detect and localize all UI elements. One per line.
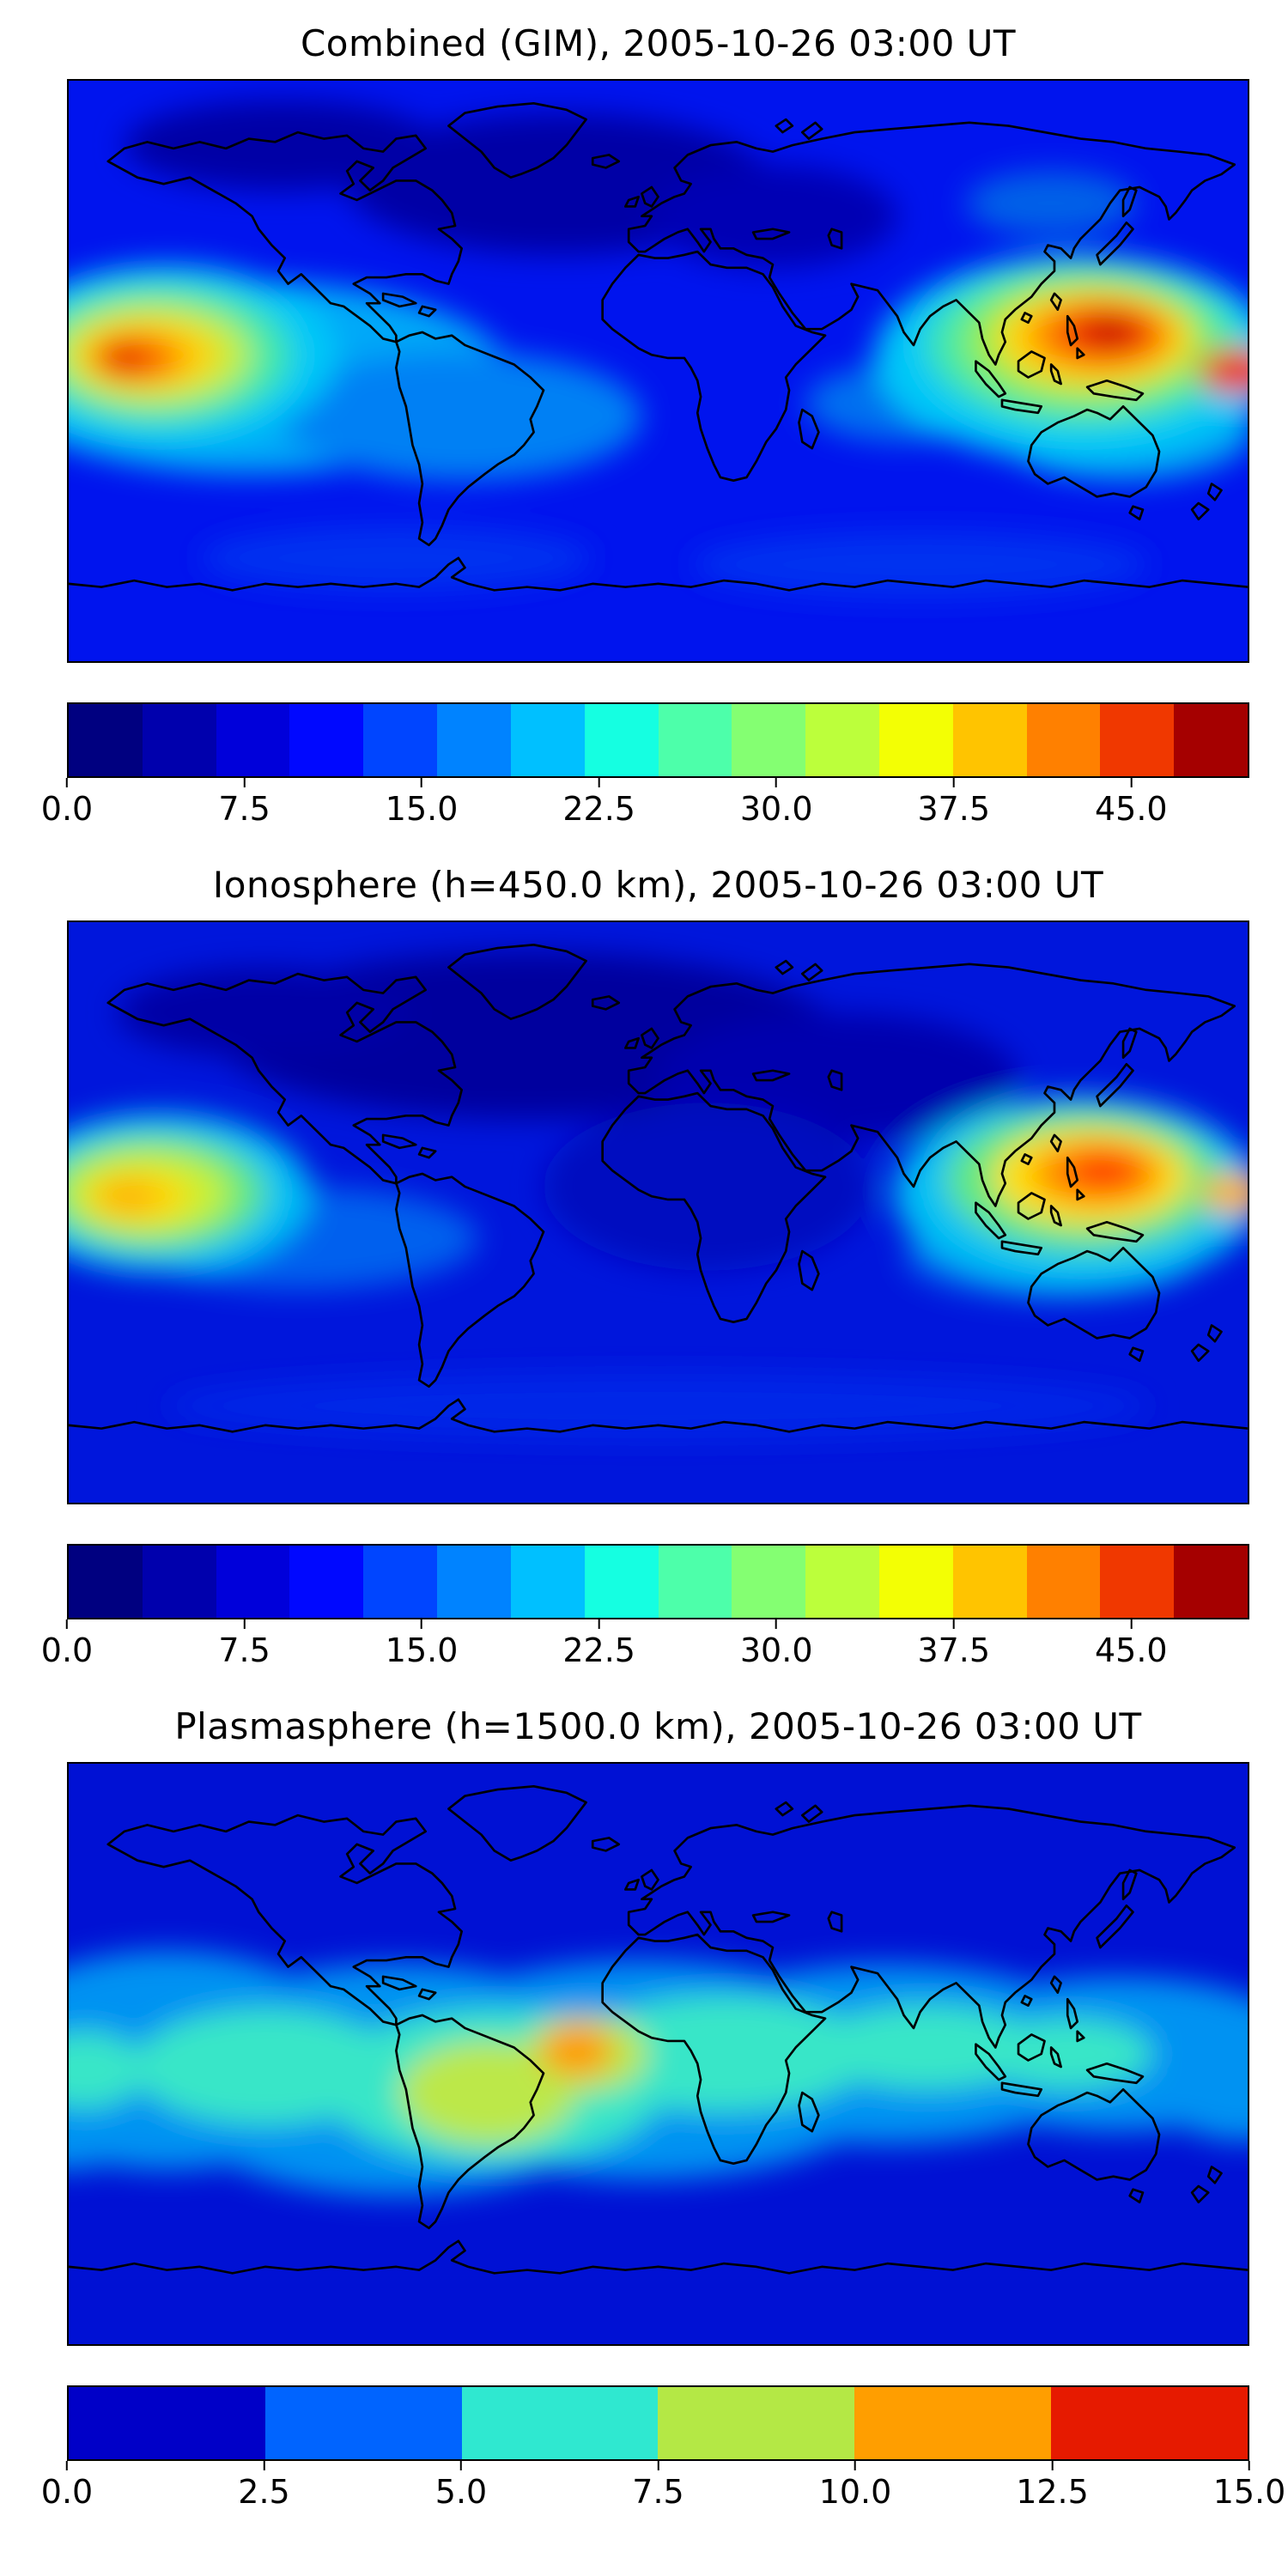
colorbar-segment [1051,2387,1248,2459]
colorbar-tick-label: 0.0 [40,1631,94,1669]
colorbar-tick-label: 30.0 [739,790,813,828]
colorbar-segment [658,2387,855,2459]
colorbar-segment [510,1546,585,1618]
colorbar-tick-label: 37.5 [917,790,991,828]
colorbar-segment [437,1546,511,1618]
colorbar-ionosphere-ticks: 0.0 7.5 15.0 22.5 30.0 37.5 45.0 [41,1619,1249,1671]
colorbar-segment [658,1546,732,1618]
colorbar-segment [952,704,1027,776]
colorbar-segment [363,704,438,776]
colorbar-tick-label: 12.5 [1016,2473,1089,2511]
map-ionosphere-frame [67,920,1249,1504]
colorbar-segment [658,704,732,776]
panel-plasmasphere: Plasmasphere (h=1500.0 km), 2005-10-26 0… [41,1705,1286,2512]
colorbar-plasmasphere-ticks: 0.0 2.5 5.0 7.5 10.0 12.5 15.0 [41,2461,1286,2512]
colorbar-combined-ticks: 0.0 7.5 15.0 22.5 30.0 37.5 45.0 [41,778,1249,829]
colorbar-segment [264,2387,462,2459]
colorbar-tick-label: 22.5 [562,790,635,828]
colorbar-tick-label: 15.0 [1212,2473,1286,2511]
colorbar-gradient [69,1546,1248,1618]
colorbar-segment [854,2387,1052,2459]
colorbar-tick-label: 30.0 [739,1631,813,1669]
colorbar-plasmasphere [67,2385,1249,2461]
colorbar-gradient [69,704,1248,776]
colorbar-segment [142,1546,216,1618]
colorbar-tick-label: 2.5 [238,2473,290,2511]
colorbar-segment [878,1546,953,1618]
colorbar-segment [584,704,659,776]
colorbar-segment [437,704,511,776]
colorbar-tick-label: 0.0 [40,790,94,828]
colorbar-tick-label: 10.0 [818,2473,892,2511]
colorbar-segment [805,1546,879,1618]
figure: Combined (GIM), 2005-10-26 03:00 UT [0,0,1288,2512]
colorbar-segment [1026,704,1101,776]
map-combined-frame [67,79,1249,663]
colorbar-tick-label: 7.5 [632,2473,684,2511]
colorbar-segment [216,704,290,776]
colorbar-tick-label: 22.5 [562,1631,635,1669]
colorbar-tick-label: 15.0 [385,790,459,828]
colorbar-segment [584,1546,659,1618]
colorbar-tick-label: 0.0 [40,2473,94,2511]
world-map-combined [69,81,1248,661]
tec-contour-field [69,100,1248,597]
colorbar-tick-label: 15.0 [385,1631,459,1669]
colorbar-segment [510,704,585,776]
colorbar-tick-label: 45.0 [1094,1631,1168,1669]
colorbar-segment [1100,704,1175,776]
colorbar-gradient [69,2387,1248,2459]
colorbar-tick-label: 45.0 [1094,790,1168,828]
colorbar-segment [289,1546,364,1618]
colorbar-tick-label: 7.5 [218,790,270,828]
panel-ionosphere: Ionosphere (h=450.0 km), 2005-10-26 03:0… [41,864,1249,1671]
colorbar-segment [1174,1546,1248,1618]
colorbar-segment [69,704,143,776]
panel-plasmasphere-title: Plasmasphere (h=1500.0 km), 2005-10-26 0… [174,1705,1142,1747]
world-map-plasmasphere [69,1764,1248,2344]
colorbar-segment [878,704,953,776]
colorbar-tick-label: 7.5 [218,1631,270,1669]
colorbar-segment [461,2387,659,2459]
panel-ionosphere-title: Ionosphere (h=450.0 km), 2005-10-26 03:0… [212,864,1104,906]
colorbar-segment [1100,1546,1175,1618]
world-map-ionosphere [69,922,1248,1503]
colorbar-segment [69,2387,265,2459]
colorbar-segment [805,704,879,776]
colorbar-segment [289,704,364,776]
colorbar-segment [952,1546,1027,1618]
colorbar-tick-label: 37.5 [917,1631,991,1669]
colorbar-segment [732,1546,806,1618]
colorbar-segment [1174,704,1248,776]
colorbar-combined [67,702,1249,778]
tec-contour-field [69,951,1248,1438]
colorbar-segment [1026,1546,1101,1618]
colorbar-segment [216,1546,290,1618]
colorbar-segment [69,1546,143,1618]
colorbar-segment [363,1546,438,1618]
colorbar-segment [142,704,216,776]
tec-contour-field [69,1950,1248,2196]
panel-combined-title: Combined (GIM), 2005-10-26 03:00 UT [300,22,1017,64]
map-plasmasphere-frame [67,1762,1249,2346]
colorbar-ionosphere [67,1544,1249,1619]
colorbar-segment [732,704,806,776]
colorbar-tick-label: 5.0 [434,2473,488,2511]
panel-combined: Combined (GIM), 2005-10-26 03:00 UT [41,22,1249,829]
